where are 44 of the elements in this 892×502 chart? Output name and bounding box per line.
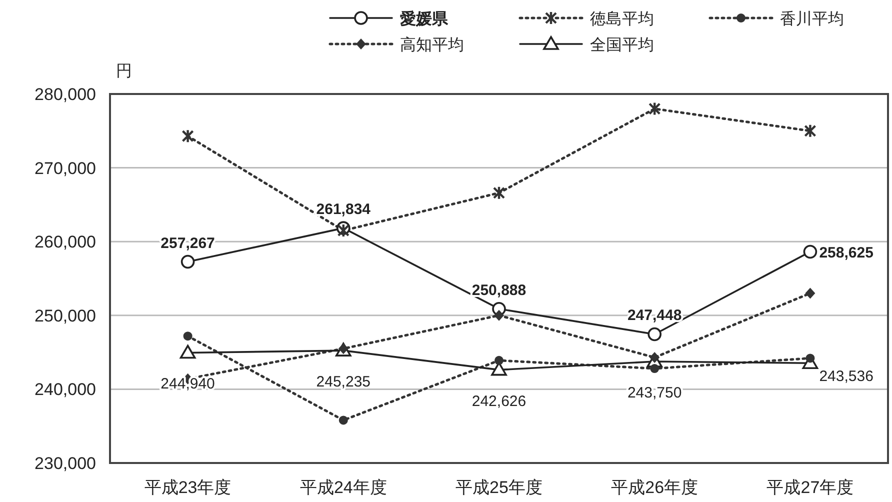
legend-label: 愛媛県 [400,10,449,28]
point [650,364,660,374]
point [804,124,816,138]
x-tick-label: 平成26年度 [611,478,698,497]
y-tick-label: 250,000 [34,306,96,326]
data-label: 258,625 [819,244,874,262]
x-tick-label: 平成24年度 [300,478,387,497]
point [650,352,660,363]
point [338,416,348,425]
x-tick-label: 平成25年度 [456,478,542,497]
data-label: 257,267 [160,234,215,252]
point [648,102,661,116]
data-label: 243,536 [819,368,874,386]
y-tick-label: 270,000 [34,158,96,178]
x-tick-label: 平成23年度 [144,478,232,497]
point [337,223,350,238]
y-tick-label: 260,000 [34,232,96,252]
y-tick-label: 280,000 [34,85,96,104]
point [805,288,816,299]
legend-label: 香川平均 [780,10,844,28]
data-label: 261,834 [316,201,372,218]
point [494,310,504,321]
data-label: 247,448 [627,307,682,324]
data-label: 244,940 [160,376,215,393]
x-tick-label: 平成27年度 [766,478,854,497]
y-tick-label: 230,000 [34,454,96,473]
point [494,356,504,365]
y-axis-title: 円 [116,63,132,80]
legend-label: 徳島平均 [590,10,654,28]
point [492,186,506,200]
point [180,344,196,359]
legend-label: 高知平均 [400,36,464,54]
point [182,128,194,144]
point [803,244,818,259]
data-label: 242,626 [472,392,526,410]
point [648,327,662,342]
point [180,254,195,269]
point [183,332,192,341]
data-label: 243,750 [627,384,682,402]
legend-label: 全国平均 [590,37,654,54]
data-label: 245,235 [316,374,371,391]
data-label: 250,888 [472,282,526,299]
y-tick-label: 240,000 [34,380,96,400]
point [806,354,815,363]
